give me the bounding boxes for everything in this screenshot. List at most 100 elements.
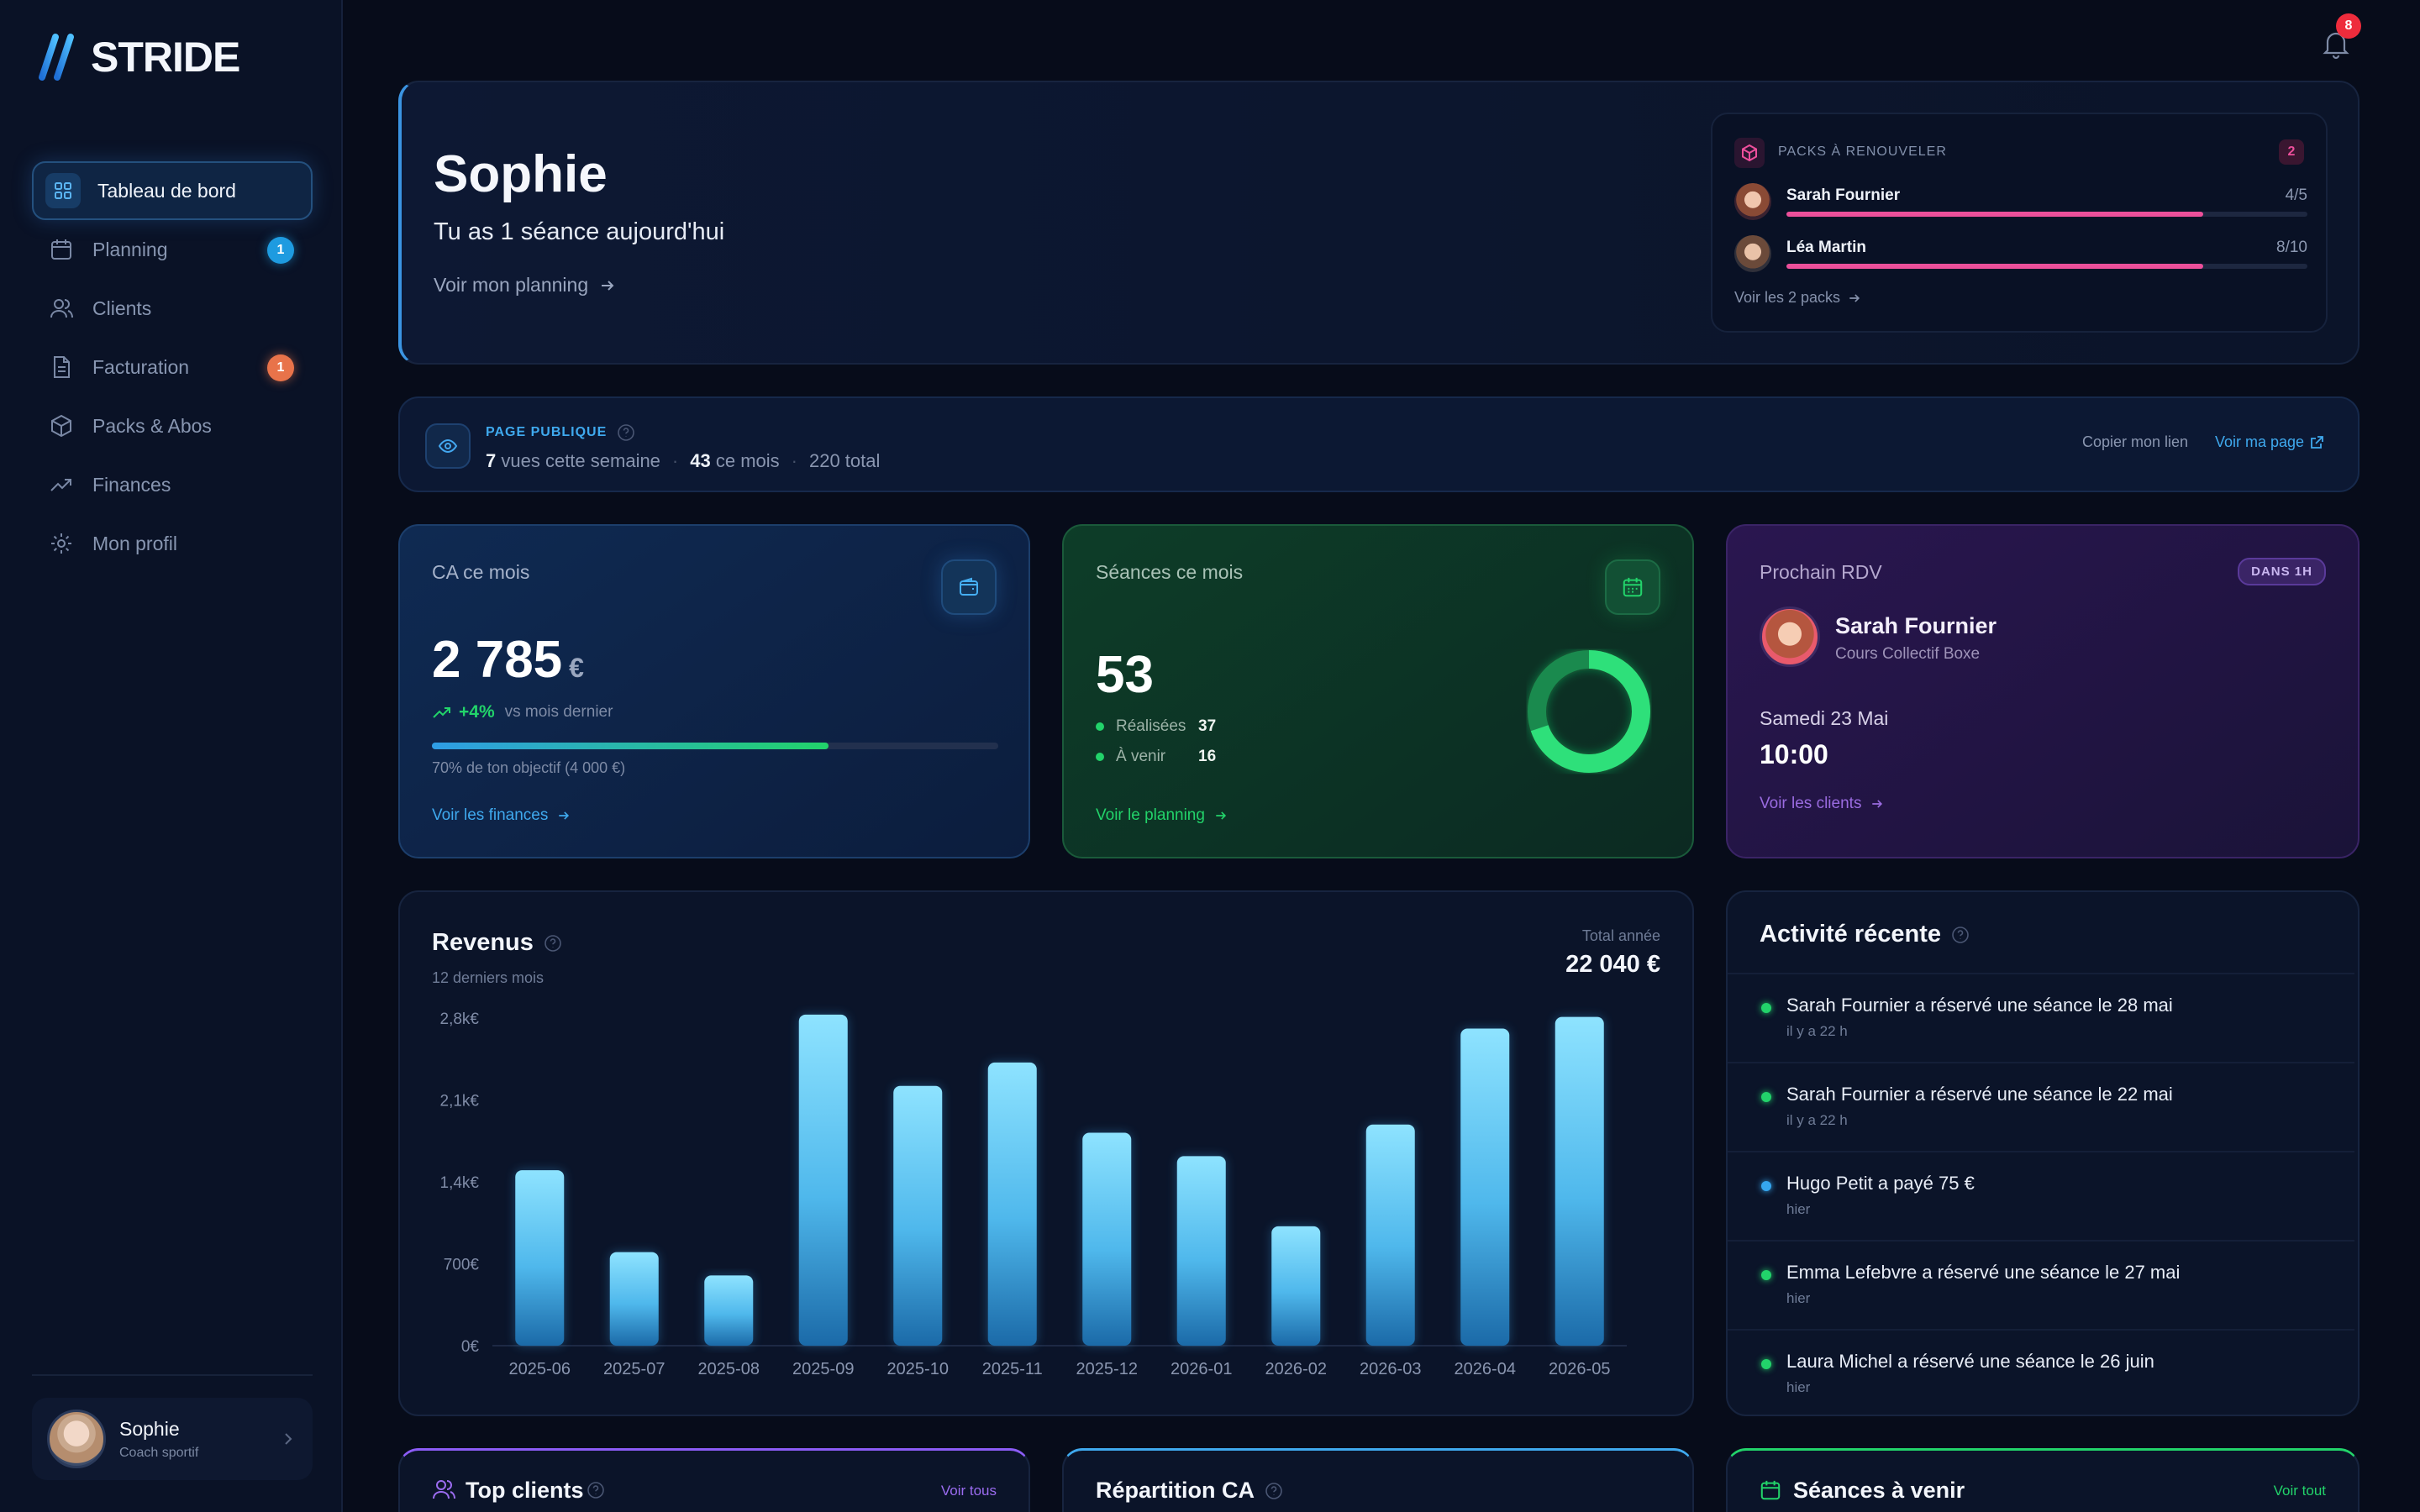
x-tick-label: 2026-02 — [1265, 1360, 1327, 1378]
activity-item[interactable]: Sarah Fournier a réservé une séance le 2… — [1728, 1062, 2354, 1151]
users-icon — [47, 294, 76, 323]
help-icon[interactable] — [544, 934, 562, 953]
avatar — [1734, 183, 1771, 220]
avatar — [47, 1410, 106, 1468]
arrow-right-icon — [1849, 293, 1860, 302]
gear-icon — [47, 529, 76, 558]
activity-item[interactable]: Emma Lefebvre a réservé une séance le 27… — [1728, 1240, 2354, 1329]
revenue-bar[interactable] — [515, 1170, 565, 1346]
sidebar: STRIDE Tableau de bord Planning 1 Client… — [0, 0, 343, 1512]
donut-done-arc — [1528, 650, 1650, 773]
view-planning-link[interactable]: Voir mon planning — [434, 274, 617, 297]
view-clients-label: Voir les clients — [1760, 795, 1862, 812]
sidebar-item-dashboard[interactable]: Tableau de bord — [32, 161, 313, 220]
time-badge: DANS 1H — [2238, 558, 2326, 585]
avatar — [1760, 606, 1820, 667]
sessions-done-row: Réalisées 37 — [1096, 717, 1216, 736]
view-page-label: Voir ma page — [2215, 433, 2305, 450]
card-title: Prochain RDV — [1760, 561, 1882, 583]
package-icon — [47, 412, 76, 440]
calendar-icon — [47, 235, 76, 264]
chevron-right-icon — [282, 1430, 294, 1448]
x-tick-label: 2025-06 — [509, 1360, 571, 1378]
pack-item[interactable]: Léa Martin 8/10 — [1734, 235, 2307, 277]
sidebar-item-planning[interactable]: Planning 1 — [32, 220, 313, 279]
y-tick-label: 1,4k€ — [440, 1174, 480, 1192]
activity-title-text: Activité récente — [1760, 921, 1941, 948]
view-planning-link[interactable]: Voir le planning — [1096, 806, 1228, 825]
pack-progress-fill — [1786, 212, 2203, 217]
sidebar-item-finances[interactable]: Finances — [32, 455, 313, 514]
view-clients-link[interactable]: Voir les clients — [1760, 795, 1885, 813]
revenue-bar[interactable] — [609, 1252, 659, 1346]
status-dot — [1761, 1003, 1771, 1013]
activity-item[interactable]: Sarah Fournier a réservé une séance le 2… — [1728, 973, 2354, 1062]
help-icon[interactable] — [1951, 926, 1970, 944]
month-views-count: 43 — [690, 450, 711, 471]
sidebar-item-profile[interactable]: Mon profil — [32, 514, 313, 573]
notification-button[interactable]: 8 — [2316, 13, 2361, 62]
view-packs-link[interactable]: Voir les 2 packs — [1734, 289, 1862, 307]
status-dot — [1761, 1359, 1771, 1369]
revenue-bar[interactable] — [1365, 1124, 1415, 1346]
view-all-clients-link[interactable]: Voir tous — [940, 1483, 997, 1499]
revenue-bar[interactable] — [987, 1062, 1037, 1346]
card-title: Répartition CA — [1096, 1478, 1283, 1504]
package-icon — [1734, 138, 1765, 168]
card-title: Séances à venir — [1793, 1478, 1965, 1503]
x-tick-label: 2026-04 — [1455, 1360, 1516, 1378]
revenue-bar[interactable] — [1460, 1028, 1510, 1346]
sidebar-item-packs[interactable]: Packs & Abos — [32, 396, 313, 455]
pack-item[interactable]: Sarah Fournier 4/5 — [1734, 183, 2307, 225]
revenue-bar[interactable] — [1271, 1226, 1321, 1346]
view-finances-label: Voir les finances — [432, 806, 549, 824]
currency-symbol: € — [569, 653, 584, 683]
revenue-amount: 2 785 € — [432, 630, 584, 690]
activity-time: il y a 22 h — [1786, 1112, 1848, 1128]
hero-name: Sophie — [434, 145, 608, 203]
trend-label: vs mois dernier — [504, 703, 613, 721]
x-tick-label: 2026-03 — [1360, 1360, 1421, 1378]
status-dot — [1761, 1181, 1771, 1191]
public-page-title-text: PAGE PUBLIQUE — [486, 425, 608, 439]
revenue-trend: +4% vs mois dernier — [432, 702, 613, 722]
pack-progress-bar — [1786, 264, 2307, 269]
revenue-bar[interactable] — [1555, 1016, 1604, 1346]
view-planning-label: Voir le planning — [1096, 806, 1205, 824]
sessions-upcoming-row: À venir 16 — [1096, 748, 1216, 766]
sidebar-item-label: Mon profil — [92, 532, 177, 554]
view-finances-link[interactable]: Voir les finances — [432, 806, 571, 825]
public-page-bar: PAGE PUBLIQUE 7 vues cette semaine · 43 … — [398, 396, 2360, 492]
activity-title: Activité récente — [1760, 921, 1970, 948]
activity-item[interactable]: Hugo Petit a payé 75 € hier — [1728, 1151, 2354, 1240]
calendar-icon — [1760, 1480, 1781, 1500]
revenue-bar[interactable] — [704, 1275, 754, 1346]
chart-subtitle: 12 derniers mois — [432, 969, 544, 986]
chart-title: Revenus — [432, 929, 562, 957]
revenue-bar[interactable] — [893, 1085, 943, 1346]
revenue-bar[interactable] — [1082, 1132, 1132, 1347]
activity-item[interactable]: Laura Michel a réservé une séance le 26 … — [1728, 1329, 2354, 1416]
view-page-link[interactable]: Voir ma page — [2215, 433, 2324, 451]
revenue-split-card: Répartition CA — [1062, 1448, 1694, 1512]
total-views: 220 total — [808, 450, 881, 471]
sidebar-item-facturation[interactable]: Facturation 1 — [32, 338, 313, 396]
brand-logo[interactable]: STRIDE — [34, 32, 240, 82]
users-icon — [433, 1480, 455, 1499]
help-icon[interactable] — [587, 1481, 605, 1499]
y-tick-label: 2,8k€ — [440, 1011, 480, 1028]
user-profile-card[interactable]: Sophie Coach sportif — [32, 1398, 313, 1480]
help-icon[interactable] — [617, 423, 635, 442]
sidebar-item-label: Finances — [92, 473, 171, 496]
view-all-sessions-link[interactable]: Voir tout — [2273, 1483, 2326, 1499]
separator-dot: · — [791, 450, 797, 471]
revenue-bar[interactable] — [798, 1014, 848, 1346]
copy-link-button[interactable]: Copier mon lien — [2082, 433, 2189, 450]
done-count: 37 — [1198, 717, 1217, 735]
activity-text: Hugo Petit a payé 75 € — [1786, 1173, 1975, 1194]
sidebar-item-clients[interactable]: Clients — [32, 279, 313, 338]
packs-title: PACKS À RENOUVELER — [1778, 144, 1947, 159]
arrow-right-icon — [602, 280, 614, 291]
help-icon[interactable] — [1265, 1482, 1283, 1500]
revenue-bar[interactable] — [1176, 1156, 1226, 1346]
